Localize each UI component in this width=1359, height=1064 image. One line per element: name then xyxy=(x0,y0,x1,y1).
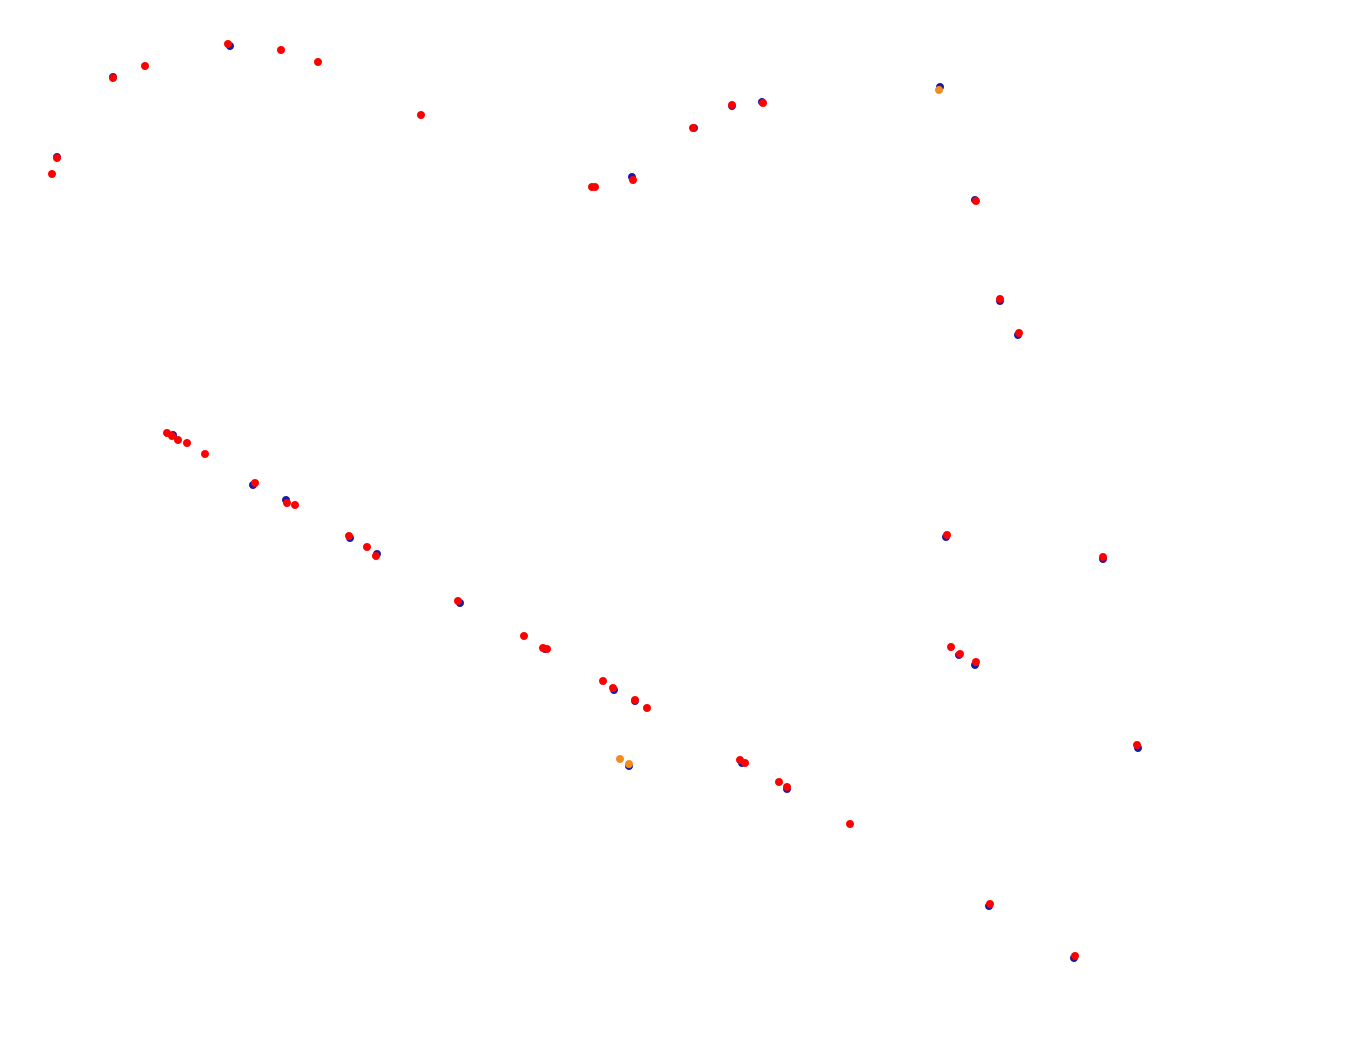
point xyxy=(543,645,551,653)
point xyxy=(224,40,232,48)
point xyxy=(417,111,425,119)
point xyxy=(283,499,291,507)
point xyxy=(168,432,176,440)
point xyxy=(314,58,322,66)
point xyxy=(599,677,607,685)
point xyxy=(141,62,149,70)
point xyxy=(846,820,854,828)
point xyxy=(277,46,285,54)
point xyxy=(616,755,624,763)
point xyxy=(783,783,791,791)
point xyxy=(956,650,964,658)
point xyxy=(520,632,528,640)
point xyxy=(345,532,353,540)
point xyxy=(1015,329,1023,337)
point xyxy=(759,99,767,107)
point xyxy=(363,543,371,551)
point xyxy=(109,74,117,82)
point xyxy=(775,778,783,786)
point xyxy=(986,900,994,908)
point xyxy=(48,170,56,178)
point xyxy=(201,450,209,458)
point xyxy=(935,86,943,94)
point xyxy=(291,501,299,509)
point xyxy=(728,101,736,109)
point xyxy=(631,696,639,704)
point xyxy=(251,479,259,487)
point xyxy=(174,436,182,444)
point xyxy=(972,658,980,666)
point xyxy=(643,704,651,712)
point xyxy=(947,643,955,651)
point xyxy=(591,183,599,191)
point xyxy=(741,759,749,767)
red-points xyxy=(48,40,1141,960)
point xyxy=(1071,952,1079,960)
point xyxy=(629,176,637,184)
point xyxy=(372,552,380,560)
point xyxy=(689,124,697,132)
point xyxy=(53,154,61,162)
point xyxy=(943,531,951,539)
point xyxy=(454,597,462,605)
point xyxy=(625,760,633,768)
point xyxy=(609,684,617,692)
point xyxy=(1099,553,1107,561)
point xyxy=(1133,741,1141,749)
point xyxy=(996,295,1004,303)
point xyxy=(183,439,191,447)
point xyxy=(972,197,980,205)
